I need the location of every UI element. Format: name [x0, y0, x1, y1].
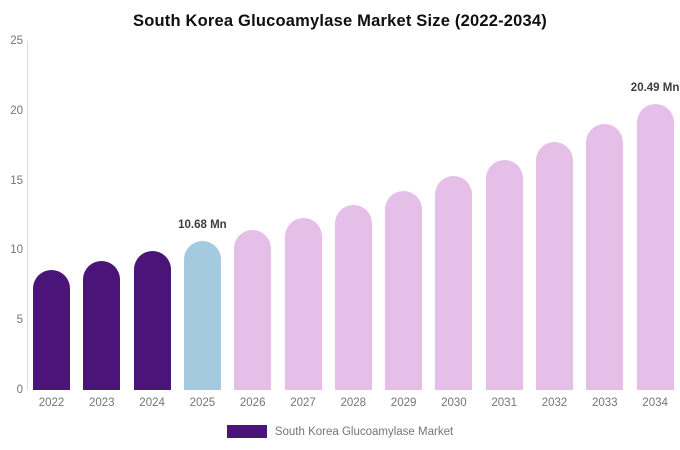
- chart-title: South Korea Glucoamylase Market Size (20…: [132, 12, 548, 30]
- data-label-2025: 10.68 Mn: [178, 218, 227, 231]
- bar-2024[interactable]: [133, 251, 171, 390]
- x-tick-2022: 2022: [38, 397, 65, 409]
- bar-2025[interactable]: [183, 240, 221, 390]
- x-tick-2025: 2025: [189, 397, 216, 409]
- bar-2030[interactable]: [435, 175, 473, 390]
- y-tick-0: 0: [16, 384, 23, 396]
- y-tick-20: 20: [10, 104, 23, 117]
- data-label-2034: 20.49 Mn: [630, 81, 680, 94]
- bar-2031[interactable]: [485, 159, 523, 390]
- legend-label: South Korea Glucoamylase Market: [274, 425, 454, 438]
- x-tick-2033: 2033: [592, 397, 618, 409]
- x-tick-2031: 2031: [491, 397, 517, 409]
- bar-2033[interactable]: [586, 123, 624, 390]
- bar-2029[interactable]: [385, 190, 423, 390]
- bar-2027[interactable]: [284, 217, 322, 390]
- legend-item[interactable]: South Korea Glucoamylase Market: [0, 425, 680, 438]
- x-tick-2024: 2024: [139, 397, 165, 409]
- bar-2022[interactable]: [33, 270, 70, 390]
- bar-2026[interactable]: [234, 229, 272, 390]
- x-tick-2023: 2023: [89, 397, 115, 409]
- x-tick-2034: 2034: [642, 397, 668, 409]
- x-tick-2032: 2032: [541, 397, 568, 409]
- y-tick-15: 15: [10, 174, 23, 187]
- x-tick-2027: 2027: [290, 397, 316, 409]
- bar-2034[interactable]: [636, 103, 674, 390]
- y-axis-line: [27, 41, 28, 390]
- x-tick-2028: 2028: [340, 397, 367, 409]
- y-tick-10: 10: [10, 244, 23, 257]
- y-tick-25: 25: [10, 35, 23, 47]
- x-tick-2029: 2029: [390, 397, 417, 409]
- x-tick-2030: 2030: [441, 397, 467, 409]
- legend-swatch: [226, 425, 267, 438]
- bar-2023[interactable]: [83, 261, 121, 390]
- y-tick-5: 5: [16, 314, 23, 327]
- bar-2028[interactable]: [334, 204, 372, 390]
- x-tick-2026: 2026: [239, 397, 266, 409]
- bar-2032[interactable]: [536, 142, 573, 390]
